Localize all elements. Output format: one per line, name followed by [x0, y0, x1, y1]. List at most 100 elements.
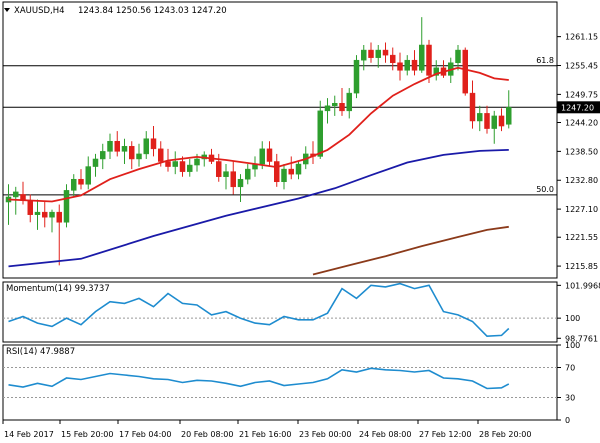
bearish-candle	[165, 161, 171, 167]
bullish-candle	[332, 103, 338, 107]
rsi-tick-label: 30	[565, 394, 575, 403]
bearish-candle	[288, 168, 294, 175]
bullish-candle	[281, 168, 287, 183]
rsi-tick-label: 100	[565, 341, 580, 350]
bullish-candle	[121, 146, 128, 152]
bullish-candle	[85, 166, 91, 185]
sma20-line	[8, 66, 509, 203]
bullish-candle	[100, 151, 106, 160]
bullish-candle	[172, 161, 178, 167]
bullish-candle	[49, 211, 55, 218]
bullish-candle	[34, 211, 41, 215]
x-tick-label: 27 Feb 12:00	[419, 430, 471, 439]
bullish-candle	[136, 153, 142, 160]
bullish-candle	[187, 164, 193, 172]
price-tick-label: 1221.55	[565, 233, 598, 242]
bullish-candle	[477, 113, 483, 122]
bullish-candle	[455, 49, 461, 63]
momentum-tick-label: 98.7761	[565, 334, 598, 343]
current-price-tag	[557, 101, 600, 114]
x-tick-label: 24 Feb 08:00	[359, 430, 411, 439]
bullish-candle	[245, 168, 251, 180]
current-price-label: 1247.20	[561, 103, 594, 112]
bullish-candle	[92, 158, 99, 167]
x-tick-label: 20 Feb 08:00	[181, 430, 233, 439]
price-tick-label: 1244.20	[565, 118, 598, 127]
bearish-candle	[56, 211, 62, 223]
bearish-candle	[129, 146, 135, 160]
momentum-panel-frame	[2, 281, 558, 343]
price-tick-label: 1261.15	[565, 33, 598, 42]
bullish-candle	[13, 191, 19, 198]
bearish-candle	[78, 178, 84, 185]
x-tick-label: 15 Feb 20:00	[61, 430, 113, 439]
bullish-candle	[404, 59, 410, 71]
bullish-candle	[361, 49, 367, 61]
bearish-candle	[179, 161, 186, 172]
momentum-tick-label: 100	[565, 314, 580, 323]
sma200-line	[312, 225, 509, 276]
x-tick-label: 14 Feb 2017	[4, 430, 54, 439]
x-tick-label: 17 Feb 04:00	[119, 430, 171, 439]
bullish-candle	[506, 107, 512, 125]
bullish-candle	[259, 148, 265, 165]
price-tick-label: 1249.75	[565, 90, 598, 99]
bearish-candle	[230, 171, 236, 188]
bearish-candle	[498, 115, 505, 127]
bullish-candle	[223, 171, 229, 177]
bullish-candle	[143, 138, 149, 155]
x-tick-label: 23 Feb 00:00	[299, 430, 351, 439]
bearish-candle	[462, 49, 468, 94]
bearish-candle	[469, 92, 476, 122]
bullish-candle	[433, 67, 439, 76]
bearish-candle	[274, 161, 280, 183]
bearish-candle	[382, 49, 389, 56]
rsi-tick-label: 70	[565, 364, 575, 373]
bearish-candle	[426, 44, 432, 76]
bearish-candle	[42, 211, 48, 218]
bearish-candle	[390, 54, 396, 63]
price-tick-label: 1238.50	[565, 147, 598, 156]
bearish-candle	[114, 140, 120, 152]
price-tick-label: 1227.10	[565, 205, 598, 214]
bearish-candle	[397, 62, 403, 71]
price-tick-label: 1255.45	[565, 62, 598, 71]
bullish-candle	[63, 190, 70, 223]
bullish-candle	[419, 44, 425, 71]
bearish-candle	[27, 200, 33, 215]
bearish-candle	[339, 103, 345, 112]
bullish-candle	[71, 178, 77, 191]
bullish-candle	[353, 59, 360, 94]
bearish-candle	[266, 148, 273, 162]
bearish-candle	[411, 59, 418, 71]
bearish-candle	[484, 113, 490, 129]
sma100-line	[8, 149, 509, 268]
x-tick-label: 28 Feb 20:00	[479, 430, 531, 439]
rsi-tick-label: 0	[565, 416, 570, 425]
bearish-candle	[150, 138, 157, 150]
price-tick-label: 1215.85	[565, 262, 598, 271]
bullish-candle	[295, 163, 302, 175]
horizontal-level-label: 50.0	[536, 185, 554, 194]
bullish-candle	[491, 115, 497, 129]
bearish-candle	[158, 148, 164, 162]
momentum-tick-label: 101.9968	[565, 281, 600, 290]
symbol-header: XAUUSD,H4	[14, 6, 65, 16]
bullish-candle	[237, 178, 244, 188]
horizontal-level-label: 61.8	[536, 56, 554, 65]
dropdown-arrow-icon[interactable]	[4, 8, 10, 12]
bullish-candle	[107, 140, 113, 152]
bearish-candle	[216, 161, 222, 177]
bullish-candle	[375, 49, 381, 58]
rsi-line	[8, 367, 510, 390]
price-tick-label: 1232.80	[565, 176, 598, 185]
ohlc-header: 1243.84 1250.56 1243.03 1247.20	[78, 6, 227, 16]
bullish-candle	[317, 110, 323, 157]
rsi-panel-frame	[2, 344, 558, 421]
bullish-candle	[324, 105, 331, 112]
main-panel-frame	[2, 1, 558, 279]
momentum-line	[8, 282, 510, 338]
bullish-candle	[346, 92, 352, 112]
